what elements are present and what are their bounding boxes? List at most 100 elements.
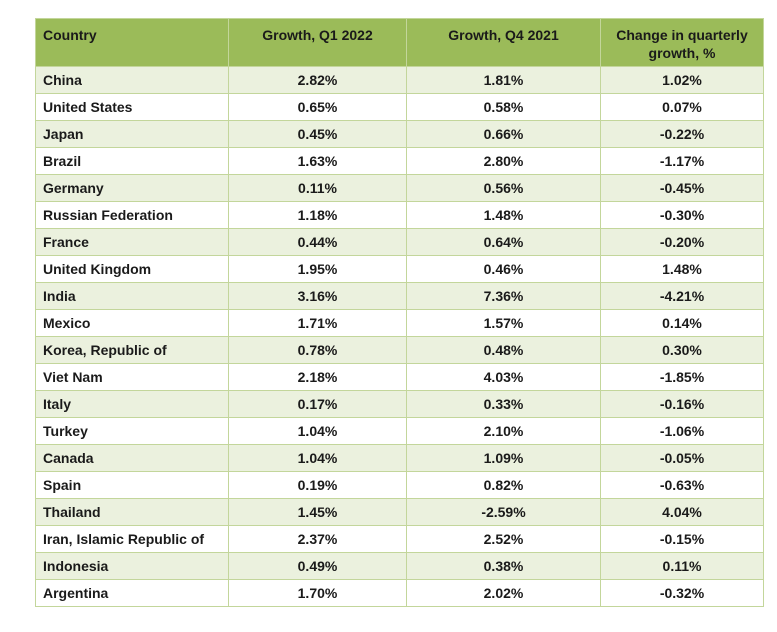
growth-q4-2021-cell: 2.10% (406, 417, 601, 446)
growth-q4-2021-cell: 0.38% (406, 552, 601, 581)
table-row: Indonesia 0.49% 0.38% 0.11% (35, 552, 764, 581)
growth-q4-2021-cell: 1.81% (406, 66, 601, 95)
country-cell: Argentina (35, 579, 229, 608)
growth-q4-2021-cell: 0.66% (406, 120, 601, 149)
table-row: Thailand 1.45% -2.59% 4.04% (35, 498, 764, 527)
growth-q1-2022-cell: 1.45% (228, 498, 407, 527)
growth-q1-2022-cell: 0.45% (228, 120, 407, 149)
growth-q1-2022-cell: 0.49% (228, 552, 407, 581)
country-cell: Japan (35, 120, 229, 149)
change-cell: 1.02% (600, 66, 764, 95)
table-row: Viet Nam 2.18% 4.03% -1.85% (35, 363, 764, 392)
country-cell: Thailand (35, 498, 229, 527)
growth-q4-2021-cell: 7.36% (406, 282, 601, 311)
country-cell: Germany (35, 174, 229, 203)
table-row: Brazil 1.63% 2.80% -1.17% (35, 147, 764, 176)
table-row: Argentina 1.70% 2.02% -0.32% (35, 579, 764, 608)
change-cell: -0.16% (600, 390, 764, 419)
country-cell: Canada (35, 444, 229, 473)
country-cell: Turkey (35, 417, 229, 446)
growth-q1-2022-cell: 0.78% (228, 336, 407, 365)
change-cell: -0.30% (600, 201, 764, 230)
growth-q4-2021-cell: 1.48% (406, 201, 601, 230)
header-growth-q1-2022: Growth, Q1 2022 (228, 17, 407, 68)
table-row: Italy 0.17% 0.33% -0.16% (35, 390, 764, 419)
change-cell: -0.15% (600, 525, 764, 554)
change-cell: -1.85% (600, 363, 764, 392)
country-cell: United Kingdom (35, 255, 229, 284)
country-cell: Viet Nam (35, 363, 229, 392)
growth-q4-2021-cell: 0.58% (406, 93, 601, 122)
table-row: Germany 0.11% 0.56% -0.45% (35, 174, 764, 203)
table-row: Canada 1.04% 1.09% -0.05% (35, 444, 764, 473)
growth-q1-2022-cell: 0.65% (228, 93, 407, 122)
document-page: Country Growth, Q1 2022 Growth, Q4 2021 … (35, 17, 764, 608)
country-cell: Spain (35, 471, 229, 500)
growth-q1-2022-cell: 0.11% (228, 174, 407, 203)
country-cell: India (35, 282, 229, 311)
growth-q1-2022-cell: 3.16% (228, 282, 407, 311)
growth-q4-2021-cell: 2.02% (406, 579, 601, 608)
growth-q4-2021-cell: 2.52% (406, 525, 601, 554)
country-cell: France (35, 228, 229, 257)
growth-q4-2021-cell: 0.56% (406, 174, 601, 203)
table-row: Turkey 1.04% 2.10% -1.06% (35, 417, 764, 446)
growth-q4-2021-cell: 1.57% (406, 309, 601, 338)
growth-q4-2021-cell: -2.59% (406, 498, 601, 527)
header-country: Country (35, 17, 229, 68)
growth-q1-2022-cell: 0.19% (228, 471, 407, 500)
country-cell: China (35, 66, 229, 95)
change-cell: -0.05% (600, 444, 764, 473)
change-cell: -0.45% (600, 174, 764, 203)
growth-table: Country Growth, Q1 2022 Growth, Q4 2021 … (35, 17, 764, 608)
country-cell: Italy (35, 390, 229, 419)
growth-q1-2022-cell: 1.71% (228, 309, 407, 338)
growth-q1-2022-cell: 1.70% (228, 579, 407, 608)
change-cell: 0.30% (600, 336, 764, 365)
country-cell: Mexico (35, 309, 229, 338)
growth-q1-2022-cell: 2.18% (228, 363, 407, 392)
growth-q1-2022-cell: 0.44% (228, 228, 407, 257)
country-cell: Iran, Islamic Republic of (35, 525, 229, 554)
growth-q1-2022-cell: 1.04% (228, 417, 407, 446)
change-cell: -0.63% (600, 471, 764, 500)
change-cell: -4.21% (600, 282, 764, 311)
growth-q1-2022-cell: 1.18% (228, 201, 407, 230)
change-cell: -1.06% (600, 417, 764, 446)
change-cell: -0.20% (600, 228, 764, 257)
growth-q4-2021-cell: 0.33% (406, 390, 601, 419)
table-row: Russian Federation 1.18% 1.48% -0.30% (35, 201, 764, 230)
growth-q4-2021-cell: 0.48% (406, 336, 601, 365)
table-row: Japan 0.45% 0.66% -0.22% (35, 120, 764, 149)
country-cell: Brazil (35, 147, 229, 176)
table-row: Korea, Republic of 0.78% 0.48% 0.30% (35, 336, 764, 365)
growth-q1-2022-cell: 1.95% (228, 255, 407, 284)
growth-q4-2021-cell: 4.03% (406, 363, 601, 392)
growth-q4-2021-cell: 0.64% (406, 228, 601, 257)
growth-q4-2021-cell: 2.80% (406, 147, 601, 176)
growth-q1-2022-cell: 0.17% (228, 390, 407, 419)
table-row: India 3.16% 7.36% -4.21% (35, 282, 764, 311)
table-row: Iran, Islamic Republic of 2.37% 2.52% -0.15… (35, 525, 764, 554)
change-cell: 4.04% (600, 498, 764, 527)
change-cell: -0.32% (600, 579, 764, 608)
table-row: China 2.82% 1.81% 1.02% (35, 66, 764, 95)
growth-q4-2021-cell: 0.46% (406, 255, 601, 284)
change-cell: 0.07% (600, 93, 764, 122)
table-row: United States 0.65% 0.58% 0.07% (35, 93, 764, 122)
change-cell: 0.11% (600, 552, 764, 581)
country-cell: Russian Federation (35, 201, 229, 230)
table-row: Mexico 1.71% 1.57% 0.14% (35, 309, 764, 338)
header-change-quarterly-growth: Change in quarterly growth, % (600, 17, 764, 68)
growth-q1-2022-cell: 1.63% (228, 147, 407, 176)
change-cell: -1.17% (600, 147, 764, 176)
table-body: China 2.82% 1.81% 1.02% United States 0.65% 0.… (35, 66, 764, 608)
header-growth-q4-2021: Growth, Q4 2021 (406, 17, 601, 68)
change-cell: 1.48% (600, 255, 764, 284)
change-cell: 0.14% (600, 309, 764, 338)
growth-q4-2021-cell: 1.09% (406, 444, 601, 473)
table-row: France 0.44% 0.64% -0.20% (35, 228, 764, 257)
country-cell: United States (35, 93, 229, 122)
country-cell: Indonesia (35, 552, 229, 581)
change-cell: -0.22% (600, 120, 764, 149)
